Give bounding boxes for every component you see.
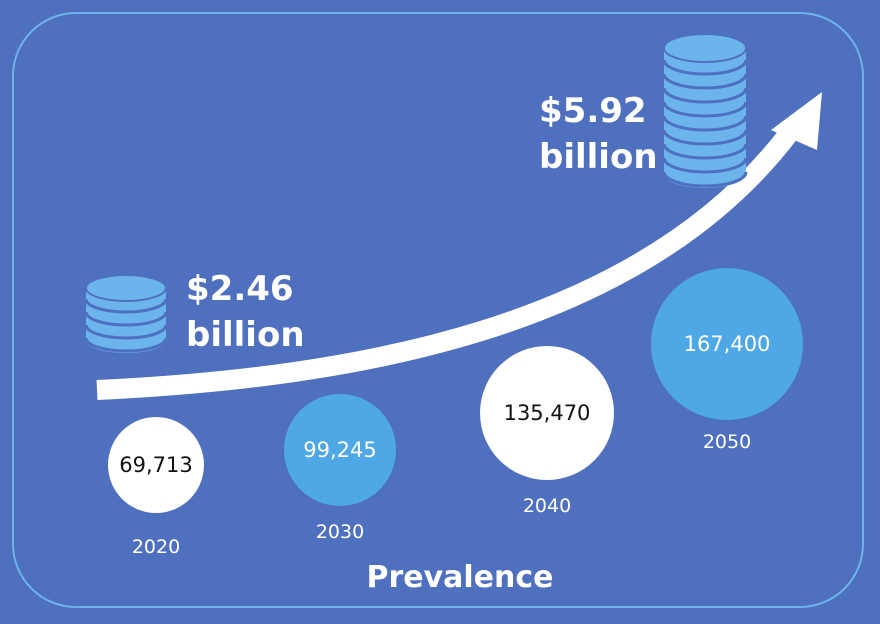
bubble-2020: 69,713 xyxy=(108,417,204,513)
year-label: 2030 xyxy=(315,521,365,543)
trend-arrowhead xyxy=(771,92,822,150)
bubble-value-label: 99,245 xyxy=(303,438,377,462)
bubble-value-label: 167,400 xyxy=(683,332,771,356)
cost-annotation-2050: $5.92 billion xyxy=(539,88,658,180)
year-label: 2040 xyxy=(522,495,572,517)
chart-title: Prevalence xyxy=(366,560,554,595)
coin-stack-icon xyxy=(84,274,168,353)
rounded-frame xyxy=(12,12,864,608)
year-label: 2020 xyxy=(131,536,181,558)
bubble-value-label: 69,713 xyxy=(119,453,193,477)
cost-annotation-2020: $2.46 billion xyxy=(186,266,305,358)
cost-amount: $5.92 xyxy=(539,91,647,131)
bubble-2040: 135,470 xyxy=(480,346,614,480)
bubble-value-label: 135,470 xyxy=(503,401,591,425)
bubble-2050: 167,400 xyxy=(651,268,803,420)
cost-unit: billion xyxy=(539,137,658,177)
trend-arrow-icon xyxy=(96,125,798,400)
cost-amount: $2.46 xyxy=(186,269,294,309)
bubble-2030: 99,245 xyxy=(284,394,396,506)
coin-stack-icon xyxy=(662,33,748,188)
cost-unit: billion xyxy=(186,315,305,355)
year-label: 2050 xyxy=(702,431,752,453)
